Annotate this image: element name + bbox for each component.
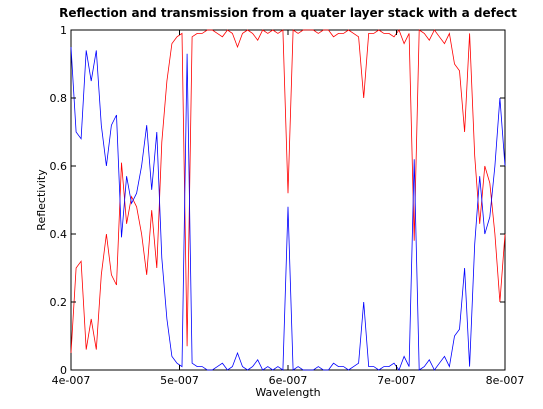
- series-layer: [70, 29, 506, 371]
- x-tick-label: 7e-007: [377, 374, 416, 387]
- series-line-1: [70, 46, 506, 371]
- y-axis-label: Reflectivity: [35, 169, 48, 231]
- x-axis: 4e-007 5e-007 6e-007 7e-007 8e-007: [52, 30, 525, 387]
- x-tick-label: 5e-007: [160, 374, 199, 387]
- x-tick-label: 6e-007: [269, 374, 308, 387]
- x-tick-label: 4e-007: [52, 374, 91, 387]
- y-axis: 0 0.2 0.4 0.6 0.8 1: [50, 24, 505, 377]
- y-tick-label: 0: [60, 364, 67, 377]
- y-tick-label: 1: [60, 24, 67, 37]
- y-tick-label: 0.6: [50, 160, 68, 173]
- x-axis-label: Wavelength: [255, 386, 320, 399]
- y-tick-label: 0.8: [50, 92, 68, 105]
- plot-area: [70, 29, 506, 371]
- y-tick-label: 0.4: [50, 228, 68, 241]
- x-tick-label: 8e-007: [486, 374, 525, 387]
- series-line-0: [70, 29, 506, 354]
- chart-title: Reflection and transmission from a quate…: [59, 6, 517, 20]
- y-tick-label: 0.2: [50, 296, 68, 309]
